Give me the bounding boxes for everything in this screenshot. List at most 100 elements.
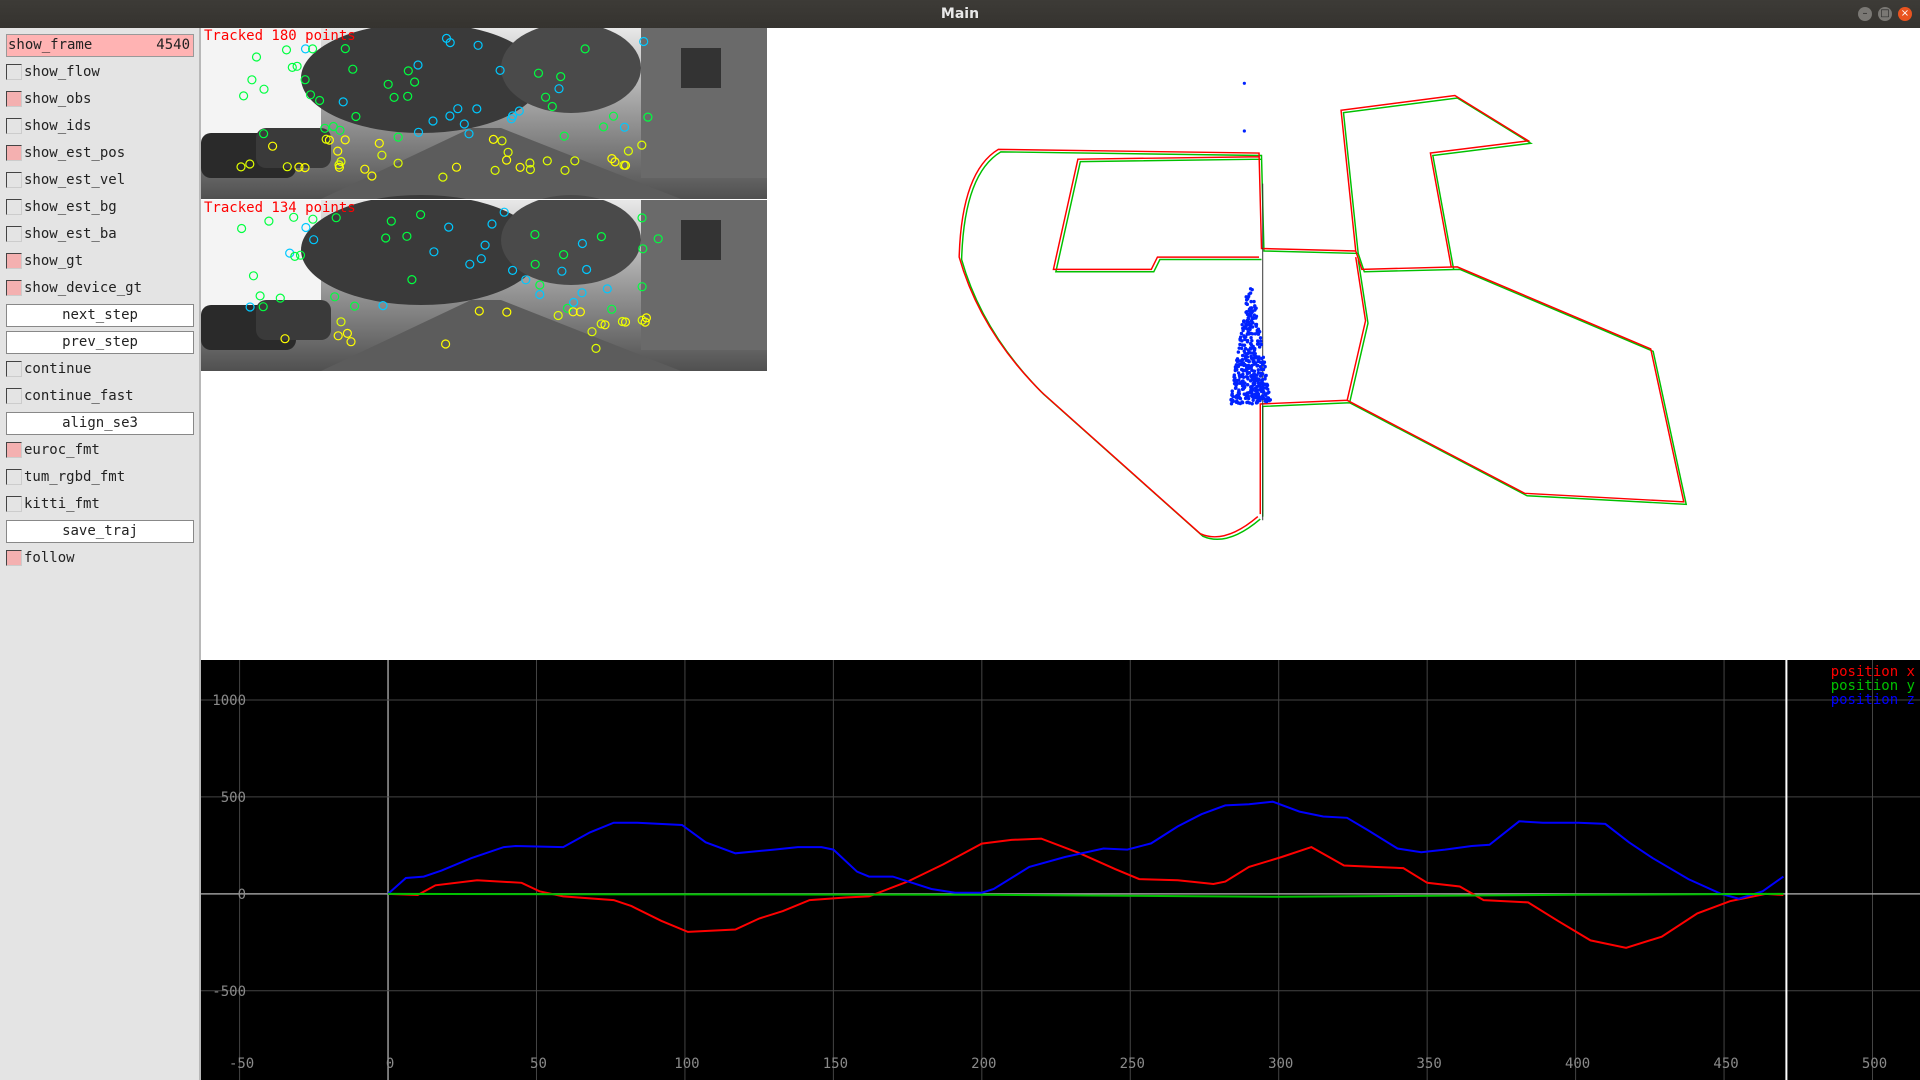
tracked-feature-marker bbox=[300, 75, 310, 85]
tracked-feature-marker bbox=[600, 320, 610, 330]
tracked-feature-marker bbox=[367, 171, 377, 181]
euroc-fmt-checkbox[interactable]: euroc_fmt bbox=[6, 439, 194, 462]
x-tick-label: 50 bbox=[530, 1056, 547, 1072]
x-tick-label: 350 bbox=[1417, 1056, 1442, 1072]
checkbox-box[interactable] bbox=[6, 361, 22, 377]
checkbox-box[interactable] bbox=[6, 118, 22, 134]
save-traj-button[interactable]: save_traj bbox=[6, 520, 194, 543]
align-se3-button[interactable]: align_se3 bbox=[6, 412, 194, 435]
tracked-feature-marker bbox=[389, 92, 399, 103]
tracked-feature-marker bbox=[535, 280, 545, 290]
tracked-feature-marker bbox=[336, 317, 346, 327]
tracked-feature-marker bbox=[453, 104, 463, 114]
next-step-button[interactable]: next_step bbox=[6, 304, 194, 327]
tracked-feature-marker bbox=[653, 234, 663, 244]
tracked-feature-marker bbox=[320, 123, 330, 133]
estimated-trajectory bbox=[958, 94, 1685, 538]
checkbox-box[interactable] bbox=[6, 145, 22, 161]
continue-checkbox[interactable]: continue bbox=[6, 358, 194, 381]
tracked-feature-marker bbox=[525, 158, 535, 168]
show-flow-checkbox[interactable]: show_flow bbox=[6, 61, 194, 84]
tracked-feature-marker bbox=[251, 52, 262, 62]
close-button[interactable]: × bbox=[1898, 7, 1912, 21]
y-tick-label: -500 bbox=[212, 984, 246, 1000]
checkbox-box[interactable] bbox=[6, 442, 22, 458]
minimize-button[interactable]: – bbox=[1858, 7, 1872, 21]
window-titlebar: Main – □ × bbox=[0, 0, 1920, 28]
maximize-button[interactable]: □ bbox=[1878, 7, 1892, 21]
show-obs-checkbox[interactable]: show_obs bbox=[6, 88, 194, 111]
camera-image-1: Tracked 134 points bbox=[201, 195, 767, 371]
show-gt-checkbox[interactable]: show_gt bbox=[6, 250, 194, 273]
tracked-feature-marker bbox=[428, 116, 438, 126]
series-line-position-z bbox=[387, 800, 1784, 900]
checkbox-label: show_obs bbox=[24, 91, 92, 107]
camera-views: Tracked 180 points Tracked 134 points bbox=[201, 28, 767, 371]
tracked-feature-marker bbox=[377, 150, 387, 160]
checkbox-label: show_flow bbox=[24, 64, 100, 80]
tum-rgbd-fmt-checkbox[interactable]: tum_rgbd_fmt bbox=[6, 466, 194, 489]
tracked-feature-marker bbox=[480, 240, 490, 250]
checkbox-box[interactable] bbox=[6, 550, 22, 566]
checkbox-label: show_ids bbox=[24, 118, 92, 134]
tracked-feature-marker bbox=[596, 231, 606, 242]
tracked-feature-marker bbox=[238, 91, 249, 101]
tracked-feature-marker bbox=[416, 210, 426, 220]
tracked-feature-marker bbox=[473, 40, 483, 50]
x-tick-label: -50 bbox=[229, 1056, 254, 1072]
show-ids-checkbox[interactable]: show_ids bbox=[6, 115, 194, 138]
checkbox-label: show_est_bg bbox=[24, 199, 117, 215]
tracked-feature-marker bbox=[330, 292, 340, 302]
trajectory-map-view[interactable] bbox=[767, 28, 1920, 660]
tracked-feature-marker bbox=[521, 275, 531, 285]
show-est-bg-checkbox[interactable]: show_est_bg bbox=[6, 196, 194, 219]
tracked-feature-marker bbox=[464, 129, 474, 139]
x-tick-label: 200 bbox=[971, 1056, 996, 1072]
tracked-feature-marker bbox=[300, 163, 310, 173]
tracked-feature-marker bbox=[438, 172, 448, 182]
checkbox-box[interactable] bbox=[6, 496, 22, 512]
x-tick-label: 250 bbox=[1120, 1056, 1145, 1072]
tracked-feature-marker bbox=[525, 164, 535, 175]
position-plot[interactable]: -50 0 50 100 150 200 250 300 350 400 450 500-500050… bbox=[201, 660, 1920, 1080]
x-tick-label: 150 bbox=[823, 1056, 848, 1072]
checkbox-box[interactable] bbox=[6, 172, 22, 188]
checkbox-box[interactable] bbox=[6, 226, 22, 242]
checkbox-box[interactable] bbox=[6, 64, 22, 80]
prev-step-button[interactable]: prev_step bbox=[6, 331, 194, 354]
checkbox-box[interactable] bbox=[6, 388, 22, 404]
follow-checkbox[interactable]: follow bbox=[6, 547, 194, 570]
tracked-feature-marker bbox=[281, 45, 292, 55]
show-device-gt-checkbox[interactable]: show_device_gt bbox=[6, 277, 194, 300]
tracked-feature-marker bbox=[247, 75, 257, 85]
tracked-feature-marker bbox=[587, 327, 597, 337]
show-est-pos-checkbox[interactable]: show_est_pos bbox=[6, 142, 194, 165]
slider-label: show_frame bbox=[8, 37, 93, 53]
checkbox-box[interactable] bbox=[6, 253, 22, 269]
camera-image-0: Tracked 180 points bbox=[201, 28, 767, 199]
tracked-feature-marker bbox=[300, 44, 311, 54]
window-title: Main bbox=[940, 6, 980, 22]
checkbox-box[interactable] bbox=[6, 199, 22, 215]
show-frame-slider[interactable]: show_frame 4540 bbox=[6, 34, 194, 57]
tracked-feature-marker bbox=[374, 138, 384, 148]
checkbox-box[interactable] bbox=[6, 469, 22, 485]
tracked-feature-marker bbox=[282, 162, 292, 172]
continue-fast-checkbox[interactable]: continue_fast bbox=[6, 385, 194, 408]
tracked-feature-marker bbox=[530, 229, 540, 240]
tracked-feature-marker bbox=[328, 121, 338, 132]
checkbox-box[interactable] bbox=[6, 280, 22, 296]
kitti-fmt-checkbox[interactable]: kitti_fmt bbox=[6, 493, 194, 516]
checkbox-label: continue_fast bbox=[24, 388, 134, 404]
tracked-feature-marker bbox=[381, 233, 391, 243]
show-est-vel-checkbox[interactable]: show_est_vel bbox=[6, 169, 194, 192]
show-est-ba-checkbox[interactable]: show_est_ba bbox=[6, 223, 194, 246]
checkbox-box[interactable] bbox=[6, 91, 22, 107]
tracked-feature-marker bbox=[580, 44, 590, 54]
tracked-feature-marker bbox=[508, 111, 518, 121]
tracked-feature-marker bbox=[495, 65, 505, 76]
tracked-feature-marker bbox=[638, 244, 648, 254]
y-tick-label: 0 bbox=[238, 887, 246, 903]
tracked-feature-marker bbox=[459, 119, 469, 129]
tracked-feature-marker bbox=[559, 131, 569, 141]
